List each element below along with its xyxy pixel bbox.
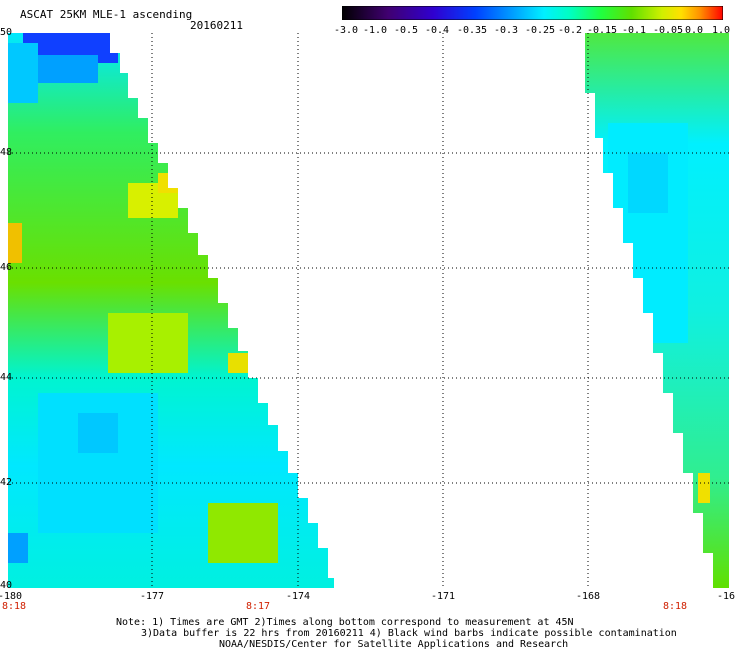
lon-label: -171 — [430, 591, 456, 602]
colorbar — [342, 6, 723, 20]
colorbar-label: -0.15 — [586, 25, 618, 36]
colorbar-label: 0.0 — [684, 25, 704, 36]
footnote-credit: NOAA/NESDIS/Center for Satellite Applica… — [219, 639, 569, 650]
colorbar-label: -0.2 — [557, 25, 583, 36]
colorbar-label: -1.0 — [362, 25, 388, 36]
lon-label: -180 — [0, 591, 23, 602]
lat-label: 44 — [0, 372, 13, 383]
footnote-line-1: Note: 1) Times are GMT 2)Times along bot… — [116, 617, 574, 628]
colorbar-label: -0.4 — [424, 25, 450, 36]
lon-label: -177 — [139, 591, 165, 602]
swath-map — [8, 33, 729, 588]
colorbar-label: -3.0 — [333, 25, 359, 36]
lat-label: 40 — [0, 580, 13, 591]
lat-label: 46 — [0, 262, 13, 273]
time-label: 8:18 — [662, 601, 688, 612]
colorbar-label: -0.3 — [493, 25, 519, 36]
map-title: ASCAT 25KM MLE-1 ascending — [20, 8, 193, 21]
colorbar-label: -0.35 — [456, 25, 488, 36]
footnote-line-2: 3)Data buffer is 22 hrs from 20160211 4)… — [141, 628, 677, 639]
lat-label: 50 — [0, 27, 13, 38]
graticule — [8, 33, 729, 588]
lon-label: -16 — [716, 591, 736, 602]
lat-label: 42 — [0, 477, 13, 488]
colorbar-label: -0.25 — [524, 25, 556, 36]
time-label: 8:17 — [245, 601, 271, 612]
colorbar-label: -0.1 — [621, 25, 647, 36]
lat-label: 48 — [0, 147, 13, 158]
lon-label: -168 — [575, 591, 601, 602]
colorbar-label: -0.05 — [652, 25, 684, 36]
map-date: 20160211 — [190, 19, 243, 32]
colorbar-label: 1.0 — [711, 25, 731, 36]
colorbar-label: -0.5 — [393, 25, 419, 36]
time-label: 8:18 — [1, 601, 27, 612]
lon-label: -174 — [285, 591, 311, 602]
